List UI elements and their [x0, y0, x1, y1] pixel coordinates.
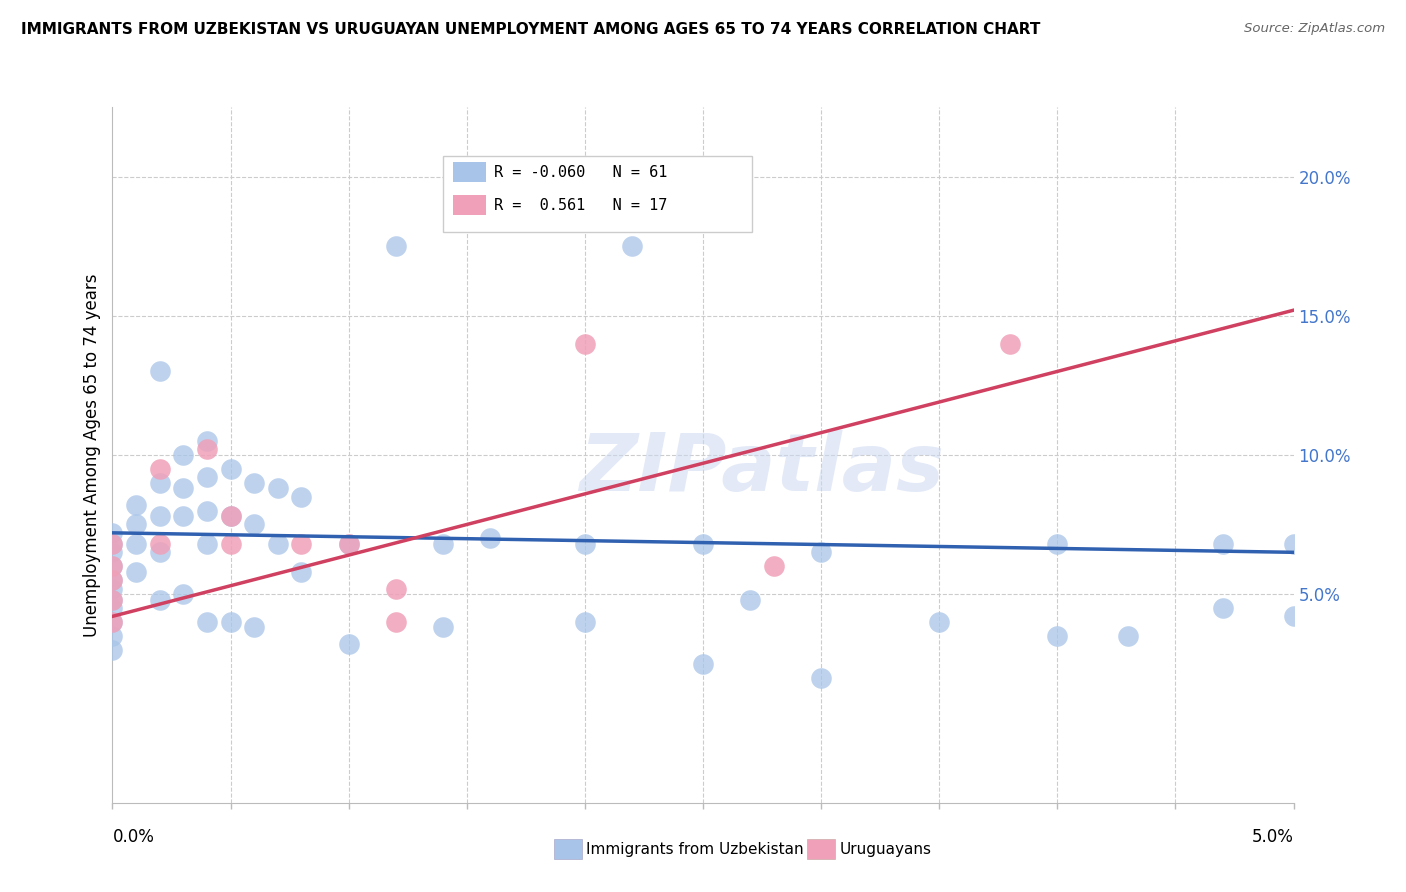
Point — [810, 671, 832, 685]
Point — [195, 434, 218, 448]
Point — [219, 509, 242, 524]
Text: ZIPatlas: ZIPatlas — [579, 430, 945, 508]
Point — [1282, 537, 1305, 551]
Point — [125, 565, 148, 579]
Point — [219, 537, 242, 551]
Text: R = -0.060   N = 61: R = -0.060 N = 61 — [494, 165, 666, 179]
Point — [195, 503, 218, 517]
Point — [195, 615, 218, 629]
Point — [172, 481, 194, 495]
Text: IMMIGRANTS FROM UZBEKISTAN VS URUGUAYAN UNEMPLOYMENT AMONG AGES 65 TO 74 YEARS C: IMMIGRANTS FROM UZBEKISTAN VS URUGUAYAN … — [21, 22, 1040, 37]
Point — [101, 629, 124, 643]
Point — [149, 509, 172, 524]
Point — [1046, 629, 1069, 643]
Point — [101, 642, 124, 657]
Point — [101, 601, 124, 615]
Point — [1212, 537, 1234, 551]
Point — [125, 517, 148, 532]
Point — [243, 475, 266, 490]
Point — [762, 559, 785, 574]
Point — [337, 537, 360, 551]
Point — [740, 592, 762, 607]
Point — [172, 448, 194, 462]
Point — [1046, 537, 1069, 551]
Point — [1212, 601, 1234, 615]
Point — [574, 537, 596, 551]
Point — [290, 490, 312, 504]
Point — [101, 615, 124, 629]
Point — [172, 509, 194, 524]
Point — [195, 442, 218, 457]
Point — [101, 537, 124, 551]
Point — [621, 239, 644, 253]
Point — [101, 545, 124, 559]
Point — [267, 481, 290, 495]
Point — [219, 615, 242, 629]
Text: Immigrants from Uzbekistan: Immigrants from Uzbekistan — [586, 842, 804, 856]
Point — [101, 615, 124, 629]
Point — [1282, 609, 1305, 624]
Point — [810, 545, 832, 559]
Point — [125, 537, 148, 551]
Point — [219, 462, 242, 476]
Point — [290, 565, 312, 579]
Point — [101, 573, 124, 587]
Point — [149, 462, 172, 476]
Point — [1116, 629, 1139, 643]
Point — [574, 336, 596, 351]
Point — [243, 517, 266, 532]
Point — [290, 537, 312, 551]
Point — [195, 470, 218, 484]
Text: 0.0%: 0.0% — [112, 828, 155, 846]
Point — [101, 559, 124, 574]
Point — [385, 582, 408, 596]
Point — [337, 537, 360, 551]
Text: Uruguayans: Uruguayans — [839, 842, 931, 856]
Point — [267, 537, 290, 551]
Point — [101, 525, 124, 540]
Point — [125, 498, 148, 512]
Point — [337, 637, 360, 651]
Point — [101, 592, 124, 607]
Text: Source: ZipAtlas.com: Source: ZipAtlas.com — [1244, 22, 1385, 36]
Point — [692, 537, 714, 551]
Point — [432, 537, 454, 551]
Point — [928, 615, 950, 629]
Y-axis label: Unemployment Among Ages 65 to 74 years: Unemployment Among Ages 65 to 74 years — [83, 273, 101, 637]
Point — [101, 582, 124, 596]
Point — [149, 364, 172, 378]
Point — [149, 475, 172, 490]
Point — [243, 620, 266, 634]
Point — [149, 592, 172, 607]
Point — [385, 615, 408, 629]
Point — [101, 573, 124, 587]
Point — [574, 615, 596, 629]
Point — [219, 509, 242, 524]
Point — [479, 532, 502, 546]
Point — [101, 559, 124, 574]
Point — [149, 537, 172, 551]
Point — [432, 620, 454, 634]
Text: R =  0.561   N = 17: R = 0.561 N = 17 — [494, 198, 666, 212]
Point — [149, 545, 172, 559]
Point — [692, 657, 714, 671]
Point — [172, 587, 194, 601]
Point — [195, 537, 218, 551]
Point — [101, 592, 124, 607]
Point — [385, 239, 408, 253]
Point — [998, 336, 1021, 351]
Point — [101, 537, 124, 551]
Text: 5.0%: 5.0% — [1251, 828, 1294, 846]
